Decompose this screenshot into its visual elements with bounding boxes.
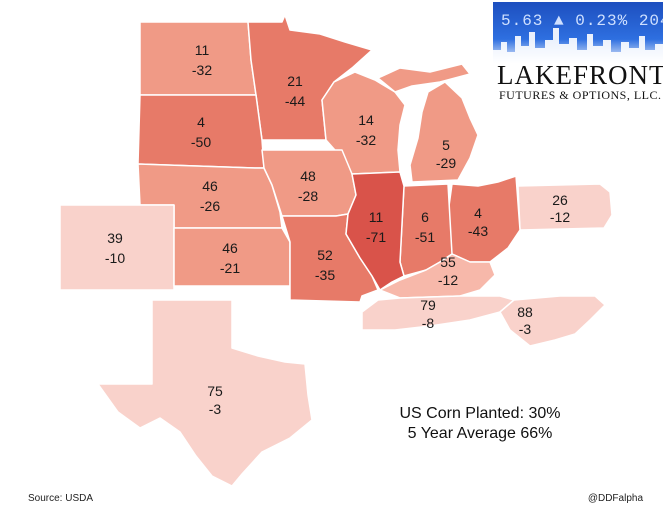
state-label-change: -44 (285, 93, 305, 109)
state-label-change: -29 (436, 155, 456, 171)
state-label-planted: 4 (197, 114, 205, 130)
state-ohio: 4 -43 (445, 175, 521, 263)
state-missouri: 52 -35 (281, 213, 379, 303)
state-south-dakota: 4 -50 (137, 94, 265, 169)
source-note: Source: USDA (28, 493, 94, 504)
state-kentucky: 55 -12 (379, 253, 496, 299)
state-label-planted: 21 (287, 73, 303, 89)
state-label-change: -71 (366, 229, 386, 245)
state-label-change: -51 (415, 229, 435, 245)
state-wisconsin: 14 -32 (321, 71, 406, 175)
state-label-change: -28 (298, 188, 318, 204)
skyline-icon (493, 28, 663, 64)
state-michigan: 5 -29 (377, 63, 479, 183)
logo-subtitle: FUTURES & OPTIONS, LLC. (499, 88, 662, 102)
state-label-planted: 55 (440, 254, 456, 270)
state-minnesota: 21 -44 (247, 14, 373, 141)
state-label-change: -12 (438, 272, 458, 288)
state-label-planted: 26 (552, 192, 568, 208)
state-illinois: 11 -71 (345, 171, 405, 291)
state-label-planted: 52 (317, 247, 333, 263)
state-label-planted: 4 (474, 205, 482, 221)
summary-average: 5 Year Average 66% (407, 425, 553, 442)
state-label-planted: 5 (442, 137, 450, 153)
state-label-planted: 6 (421, 209, 429, 225)
state-label-planted: 39 (107, 230, 123, 246)
state-tennessee: 79 -8 (361, 295, 515, 331)
logo-banner: 5.63 ▲ 0.23% 2043 (493, 2, 663, 64)
state-label-change: -3 (209, 401, 222, 417)
state-label-planted: 46 (222, 240, 238, 256)
lakefront-logo: 5.63 ▲ 0.23% 2043 LAKEFRONT FUTURES & OP… (493, 2, 663, 106)
state-label-change: -21 (220, 260, 240, 276)
state-label-planted: 11 (369, 209, 384, 225)
state-label-change: -10 (105, 250, 125, 266)
state-label-planted: 46 (202, 178, 218, 194)
state-label-change: -3 (519, 321, 532, 337)
state-label-planted: 48 (300, 168, 316, 184)
state-label-planted: 88 (517, 304, 533, 320)
state-label-change: -12 (550, 209, 570, 225)
logo-ticker: 5.63 ▲ 0.23% 2043 (501, 12, 663, 30)
state-label-planted: 11 (195, 42, 210, 58)
state-north-dakota: 11 -32 (139, 21, 257, 96)
state-iowa: 48 -28 (261, 149, 357, 217)
state-label-change: -50 (191, 134, 211, 150)
state-label-change: -26 (200, 198, 220, 214)
state-label-change: -8 (422, 315, 435, 331)
state-label-planted: 79 (420, 297, 436, 313)
corn-planted-summary: US Corn Planted: 30% 5 Year Average 66% (360, 404, 600, 444)
state-indiana: 6 -51 (399, 183, 453, 277)
state-label-change: -35 (315, 267, 335, 283)
twitter-handle: @DDFalpha (587, 493, 643, 504)
logo-title: LAKEFRONT (497, 60, 663, 90)
state-label-planted: 14 (358, 112, 374, 128)
state-label-change: -32 (356, 132, 376, 148)
state-pennsylvania: 26 -12 (517, 183, 613, 231)
state-colorado: 39 -10 (59, 204, 175, 291)
state-north-carolina: 88 -3 (499, 295, 606, 347)
summary-planted: US Corn Planted: 30% (399, 405, 561, 422)
state-label-planted: 75 (207, 383, 223, 399)
state-label-change: -32 (192, 62, 212, 78)
state-label-change: -43 (468, 223, 488, 239)
state-texas: 75 -3 (97, 299, 313, 487)
state-kansas: 46 -21 (173, 227, 291, 287)
